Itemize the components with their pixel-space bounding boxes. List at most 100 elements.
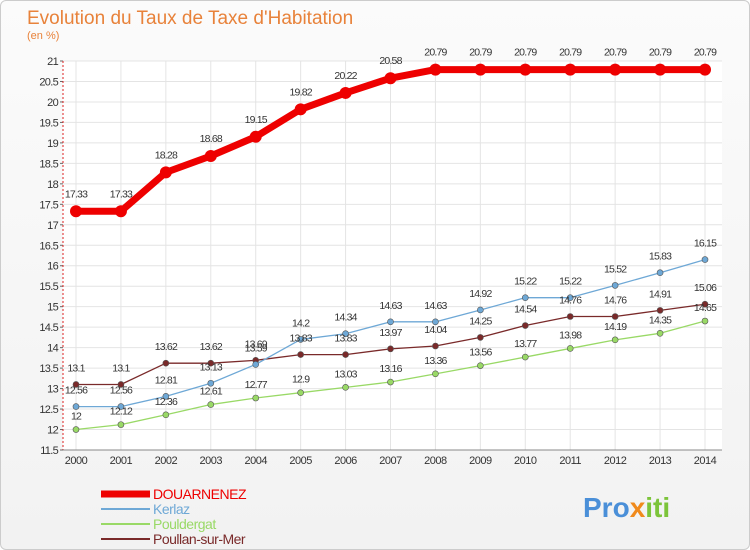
data-label: 12 — [71, 411, 82, 423]
data-point — [207, 401, 215, 408]
data-label: 13.36 — [424, 355, 447, 367]
data-point — [117, 403, 125, 410]
data-label: 14.25 — [469, 315, 492, 327]
data-label: 18.68 — [200, 133, 223, 145]
y-tick-label: 19.5 — [39, 117, 58, 129]
data-point — [159, 166, 172, 179]
data-point — [162, 393, 170, 400]
data-point — [204, 149, 217, 162]
data-label: 14.34 — [334, 312, 357, 324]
logo-part-pro: Pro — [583, 492, 630, 523]
legend-label: Poullan-sur-Mer — [153, 531, 246, 547]
data-point — [252, 361, 260, 368]
legend-item: Pouldergat — [101, 516, 217, 532]
data-label: 14.92 — [469, 288, 492, 300]
data-point — [342, 384, 349, 391]
series-douarnenez — [70, 63, 711, 218]
data-point — [72, 381, 80, 388]
data-label: 14.63 — [379, 300, 402, 312]
logo-part-x: x — [630, 492, 646, 523]
y-tick-label: 16.5 — [39, 240, 58, 252]
y-tick-label: 12 — [47, 425, 58, 437]
x-tick-label: 2007 — [379, 455, 402, 467]
data-label: 20.79 — [559, 47, 582, 59]
data-point — [474, 63, 487, 76]
data-point — [701, 300, 709, 308]
data-point — [387, 345, 394, 353]
data-label: 18.28 — [155, 149, 178, 161]
data-label: 14.76 — [604, 295, 627, 307]
data-label: 13.59 — [245, 342, 268, 354]
data-point — [521, 353, 529, 361]
data-point — [249, 130, 262, 143]
data-label: 12.77 — [245, 379, 268, 391]
data-label: 14.65 — [694, 302, 717, 314]
data-point — [609, 63, 622, 76]
y-tick-label: 17 — [47, 220, 58, 232]
data-point — [432, 318, 439, 326]
data-label: 17.33 — [65, 188, 88, 200]
x-tick-label: 2001 — [110, 455, 133, 467]
data-label: 14.76 — [559, 295, 582, 307]
data-point — [656, 307, 664, 314]
series-pouldergat — [72, 317, 709, 433]
data-point — [70, 205, 82, 218]
labels-pouldergat: 12 12.12 12.36 12.61 12.77 12.9 13.03 13.16 13.3… — [71, 302, 718, 423]
y-tick-label: 13 — [47, 384, 58, 396]
x-tick-label: 2000 — [65, 455, 88, 467]
proxiti-logo: Proxiti — [583, 492, 670, 523]
data-point — [117, 381, 125, 388]
data-label: 20.58 — [379, 55, 402, 67]
data-point — [654, 63, 667, 76]
legend: DOUARNENEZKerlazPouldergatPoullan-sur-Me… — [101, 486, 247, 547]
data-label: 19.15 — [245, 114, 268, 126]
x-tick-label: 2014 — [694, 455, 717, 467]
data-label: 13.83 — [334, 333, 357, 345]
data-label: 14.19 — [604, 321, 627, 333]
data-point — [297, 389, 304, 396]
data-label: 13.77 — [514, 338, 537, 350]
series-kerlaz — [72, 256, 709, 410]
data-label: 13.62 — [200, 341, 223, 353]
y-tick-label: 21 — [47, 56, 58, 68]
data-point — [611, 282, 619, 289]
data-label: 15.06 — [694, 282, 717, 294]
data-point — [252, 394, 260, 402]
series-layer: 17.33 17.33 18.28 18.68 19.15 19.82 20.22 20.58… — [65, 47, 718, 433]
data-point — [656, 269, 664, 276]
y-tick-label: 19 — [47, 138, 58, 150]
axes: 11.5 12 12.5 13 13.5 14 14.5 15 15.5 16 16.5 17 17.5… — [39, 56, 722, 467]
x-tick-label: 2006 — [334, 455, 357, 467]
data-point — [521, 294, 529, 301]
data-label: 13.1 — [67, 362, 85, 374]
data-label: 13.56 — [469, 347, 492, 359]
data-point — [566, 345, 574, 352]
data-label: 13.1 — [112, 362, 130, 374]
data-point — [701, 256, 709, 263]
data-label: 20.79 — [469, 47, 492, 59]
data-label: 14.54 — [514, 304, 537, 316]
data-label: 20.79 — [649, 47, 672, 59]
data-point — [342, 330, 349, 338]
x-tick-label: 2004 — [244, 455, 267, 467]
data-point — [207, 379, 215, 387]
y-tick-label: 18.5 — [39, 158, 58, 170]
data-point — [432, 370, 439, 378]
labels-douarnenez: 17.33 17.33 18.28 18.68 19.15 19.82 20.22 20.58… — [65, 47, 718, 201]
data-point — [384, 72, 397, 85]
data-point — [339, 86, 352, 99]
y-tick-label: 12.5 — [39, 404, 58, 416]
data-point — [117, 421, 125, 428]
data-point — [72, 426, 80, 433]
data-label: 12.12 — [110, 406, 133, 418]
data-label: 14.63 — [424, 300, 447, 312]
x-tick-label: 2005 — [289, 455, 312, 467]
data-point — [656, 329, 664, 337]
data-point — [297, 336, 304, 343]
y-tick-label: 11.5 — [40, 445, 58, 457]
data-label: 14.91 — [649, 288, 672, 300]
data-point — [429, 63, 442, 76]
x-tick-label: 2003 — [200, 455, 223, 467]
data-label: 20.22 — [334, 70, 357, 82]
